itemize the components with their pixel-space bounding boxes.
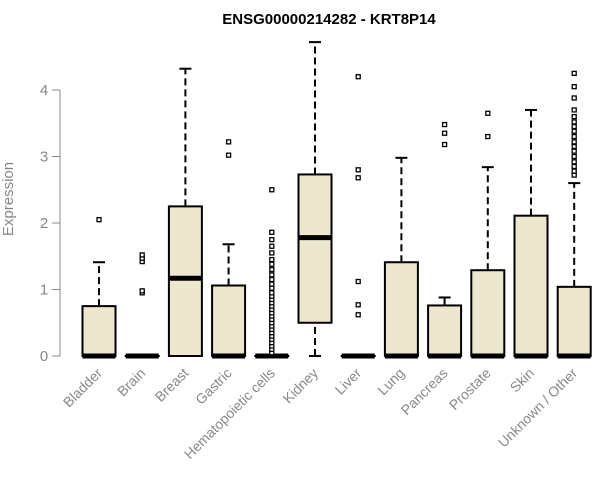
outlier-point	[571, 107, 577, 113]
box-iqr	[211, 284, 247, 358]
box-unknown-other	[556, 70, 592, 359]
x-tick-label: Breast	[152, 365, 192, 405]
y-tick-label: 4	[40, 82, 48, 99]
outlier-point	[269, 276, 275, 283]
y-tick-label: 0	[40, 348, 48, 365]
outlier-point	[571, 128, 577, 134]
x-tick-label: Unknown / Other	[495, 365, 581, 451]
outlier-point	[485, 133, 491, 140]
x-tick-label: Pancreas	[398, 365, 451, 418]
outlier-point	[269, 290, 275, 296]
y-tick-label: 2	[40, 215, 48, 232]
outlier-point	[269, 250, 275, 256]
box-iqr	[513, 214, 549, 357]
x-tick-label: Lung	[374, 365, 407, 398]
x-tick-label: Brain	[114, 365, 148, 399]
outlier-point	[571, 153, 577, 160]
outlier-point	[441, 121, 448, 128]
box-hematopoietic-cells	[254, 187, 290, 359]
outlier-point	[269, 187, 275, 193]
box-brain	[124, 252, 160, 359]
outlier-point	[225, 139, 232, 145]
box-iqr	[470, 269, 506, 357]
outlier-point	[355, 302, 361, 308]
outlier-point	[571, 123, 577, 130]
outlier-point	[355, 278, 361, 285]
outlier-point	[571, 119, 577, 125]
outlier-point	[269, 266, 275, 273]
box-kidney	[297, 41, 333, 357]
outlier-point	[355, 175, 361, 181]
box-breast	[167, 67, 203, 357]
x-tick-label: Skin	[507, 365, 538, 396]
outlier-point	[269, 256, 275, 263]
outlier-point	[571, 143, 577, 150]
boxes-group	[81, 41, 592, 359]
outlier-point	[269, 272, 275, 278]
outlier-point	[269, 236, 275, 243]
outlier-point	[355, 167, 361, 173]
outlier-point	[96, 217, 102, 223]
box-iqr	[297, 173, 333, 324]
outlier-point	[485, 110, 491, 116]
y-tick-label: 3	[40, 149, 48, 166]
outlier-point	[571, 163, 577, 170]
x-tick-label: Liver	[332, 365, 365, 398]
outlier-point	[441, 141, 448, 148]
y-tick-label: 1	[40, 282, 48, 299]
outlier-point	[225, 152, 232, 158]
outlier-point	[355, 74, 361, 80]
box-pancreas	[427, 121, 463, 359]
outlier-point	[571, 159, 577, 165]
outlier-point	[269, 261, 275, 267]
box-bladder	[81, 217, 117, 359]
outlier-point	[571, 70, 577, 77]
box-iqr	[167, 205, 203, 357]
outlier-point	[571, 84, 577, 90]
box-iqr	[383, 261, 419, 357]
outlier-point	[571, 148, 577, 154]
box-skin	[513, 108, 549, 359]
outlier-point	[571, 113, 577, 120]
outlier-point	[269, 281, 275, 287]
outlier-point	[571, 139, 577, 145]
box-prostate	[470, 110, 506, 359]
outlier-point	[269, 229, 275, 235]
outlier-point	[139, 252, 145, 258]
box-lung	[383, 156, 419, 359]
box-iqr	[427, 304, 463, 357]
outlier-point	[571, 133, 577, 140]
outlier-point	[139, 288, 145, 294]
y-axis: 0 1 2 3 4	[40, 82, 61, 365]
x-tick-label: Kidney	[280, 365, 322, 407]
box-iqr	[81, 305, 117, 357]
y-axis-label: Expression	[0, 162, 17, 236]
outlier-point	[441, 130, 448, 136]
box-liver	[340, 74, 376, 359]
chart-title: ENSG00000214282 - KRT8P14	[222, 11, 436, 28]
x-tick-label: Bladder	[60, 365, 106, 411]
box-gastric	[211, 139, 247, 359]
x-tick-label: Prostate	[446, 365, 494, 413]
outlier-point	[355, 312, 361, 318]
x-tick-label: Gastric	[192, 365, 235, 408]
box-iqr	[556, 285, 592, 357]
outlier-point	[571, 95, 577, 101]
outlier-point	[269, 243, 275, 249]
outlier-point	[571, 168, 577, 174]
